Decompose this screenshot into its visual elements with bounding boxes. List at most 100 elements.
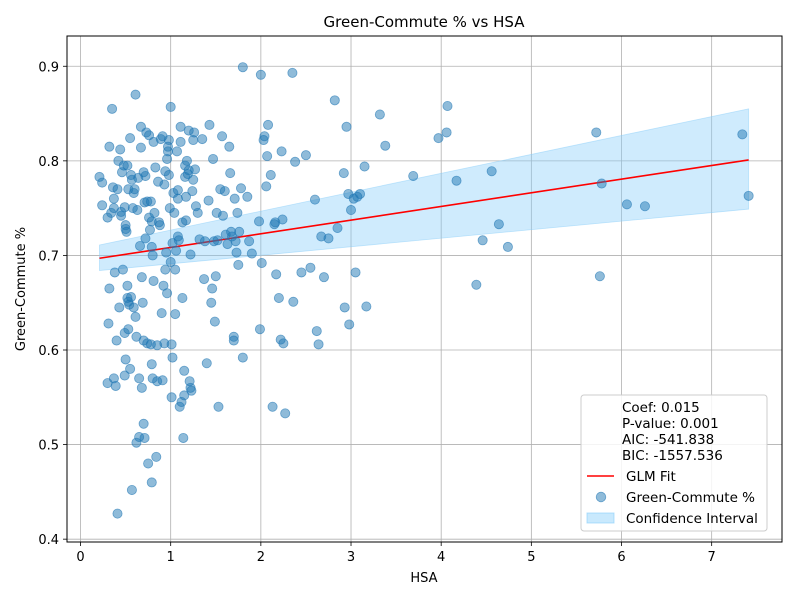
scatter-point bbox=[246, 248, 257, 259]
scatter-point bbox=[189, 127, 200, 138]
scatter-point bbox=[300, 150, 311, 161]
scatter-point bbox=[305, 262, 316, 273]
scatter-point bbox=[361, 301, 372, 312]
scatter-point bbox=[112, 508, 123, 519]
scatter-point bbox=[112, 184, 123, 195]
plot-frame bbox=[66, 35, 783, 543]
scatter-point bbox=[254, 324, 265, 335]
scatter-point bbox=[126, 292, 137, 303]
scatter-point bbox=[338, 168, 349, 179]
y-tick-label: 0.5 bbox=[38, 439, 59, 454]
scatter-point bbox=[171, 146, 182, 157]
y-tick-label: 0.8 bbox=[38, 155, 59, 170]
scatter-point bbox=[130, 89, 141, 100]
x-tick-label: 5 bbox=[527, 550, 535, 565]
scatter-point bbox=[225, 168, 236, 179]
scatter-point bbox=[199, 274, 210, 285]
scatter-point bbox=[234, 226, 245, 237]
scatter-point bbox=[170, 264, 181, 275]
scatter-point bbox=[263, 119, 274, 130]
scatter-point bbox=[236, 183, 247, 194]
chart-title: Green-Commute % vs HSA bbox=[324, 13, 526, 31]
scatter-point bbox=[261, 181, 272, 192]
stat-coef: Coef: 0.015 bbox=[622, 400, 700, 416]
scatter-point bbox=[197, 134, 208, 145]
scatter-point bbox=[311, 326, 322, 337]
scatter-point bbox=[163, 135, 174, 146]
scatter-point bbox=[129, 184, 140, 195]
scatter-point bbox=[244, 236, 255, 247]
scatter-point bbox=[163, 170, 174, 181]
scatter-point bbox=[140, 233, 151, 244]
scatter-point bbox=[318, 272, 329, 283]
scatter-point bbox=[329, 95, 340, 106]
scatter-point bbox=[181, 155, 192, 166]
x-axis-label: HSA bbox=[410, 571, 437, 586]
y-tick-label: 0.7 bbox=[38, 249, 59, 264]
scatter-point bbox=[181, 191, 192, 202]
y-tick-label: 0.6 bbox=[38, 344, 59, 359]
scatter-point bbox=[104, 283, 115, 294]
scatter-points-layer bbox=[94, 62, 754, 519]
scatter-point bbox=[114, 302, 125, 313]
scatter-point bbox=[277, 214, 288, 225]
y-axis-label: Green-Commute % bbox=[14, 227, 29, 351]
scatter-point bbox=[313, 339, 324, 350]
scatter-point bbox=[117, 264, 128, 275]
scatter-point bbox=[621, 199, 632, 210]
scatter-point bbox=[123, 324, 134, 335]
scatter-point bbox=[207, 283, 218, 294]
scatter-point bbox=[242, 191, 253, 202]
scatter-point bbox=[287, 67, 298, 78]
legend-scatter-swatch bbox=[595, 491, 607, 503]
scatter-point bbox=[591, 127, 602, 138]
scatter-point bbox=[233, 259, 244, 270]
scatter-point bbox=[323, 233, 334, 244]
scatter-point bbox=[156, 308, 167, 319]
scatter-point bbox=[125, 363, 136, 374]
scatter-point bbox=[187, 186, 198, 197]
legend-band-label: Confidence Interval bbox=[626, 511, 758, 527]
scatter-point bbox=[192, 207, 203, 218]
scatter-point bbox=[173, 235, 184, 246]
legend-scatter-label: Green-Commute % bbox=[626, 490, 755, 506]
scatter-point bbox=[441, 127, 452, 138]
scatter-point bbox=[341, 121, 352, 132]
scatter-point bbox=[262, 151, 273, 162]
scatter-point bbox=[135, 142, 146, 153]
scatter-point bbox=[280, 408, 291, 419]
scatter-point bbox=[147, 250, 158, 261]
scatter-point bbox=[175, 136, 186, 147]
scatter-point bbox=[175, 121, 186, 132]
scatter-point bbox=[137, 297, 148, 308]
stat-p-value: P-value: 0.001 bbox=[622, 416, 719, 432]
scatter-point bbox=[170, 309, 181, 320]
scatter-point bbox=[146, 241, 157, 252]
scatter-point bbox=[143, 458, 154, 469]
scatter-point bbox=[213, 401, 224, 412]
scatter-point bbox=[165, 101, 176, 112]
scatter-point bbox=[107, 103, 118, 114]
scatter-point bbox=[374, 109, 385, 120]
scatter-point bbox=[199, 236, 210, 247]
scatter-point bbox=[144, 224, 155, 235]
scatter-point bbox=[206, 297, 217, 308]
scatter-point bbox=[346, 205, 357, 216]
scatter-point bbox=[166, 339, 177, 350]
x-tick-label: 6 bbox=[617, 550, 625, 565]
x-tick-label: 1 bbox=[167, 550, 175, 565]
legend-box bbox=[580, 394, 768, 532]
scatter-point bbox=[146, 477, 157, 488]
scatter-point bbox=[119, 370, 130, 381]
scatter-point bbox=[486, 166, 497, 177]
scatter-point bbox=[166, 392, 177, 403]
scatter-point bbox=[276, 146, 287, 157]
scatter-point bbox=[151, 451, 162, 462]
scatter-point bbox=[165, 257, 176, 268]
scatter-point bbox=[296, 267, 307, 278]
scatter-point bbox=[132, 205, 143, 216]
confidence-band-layer bbox=[99, 108, 750, 271]
scatter-point bbox=[128, 302, 139, 313]
scatter-point bbox=[145, 196, 156, 207]
scatter-point bbox=[115, 144, 126, 155]
